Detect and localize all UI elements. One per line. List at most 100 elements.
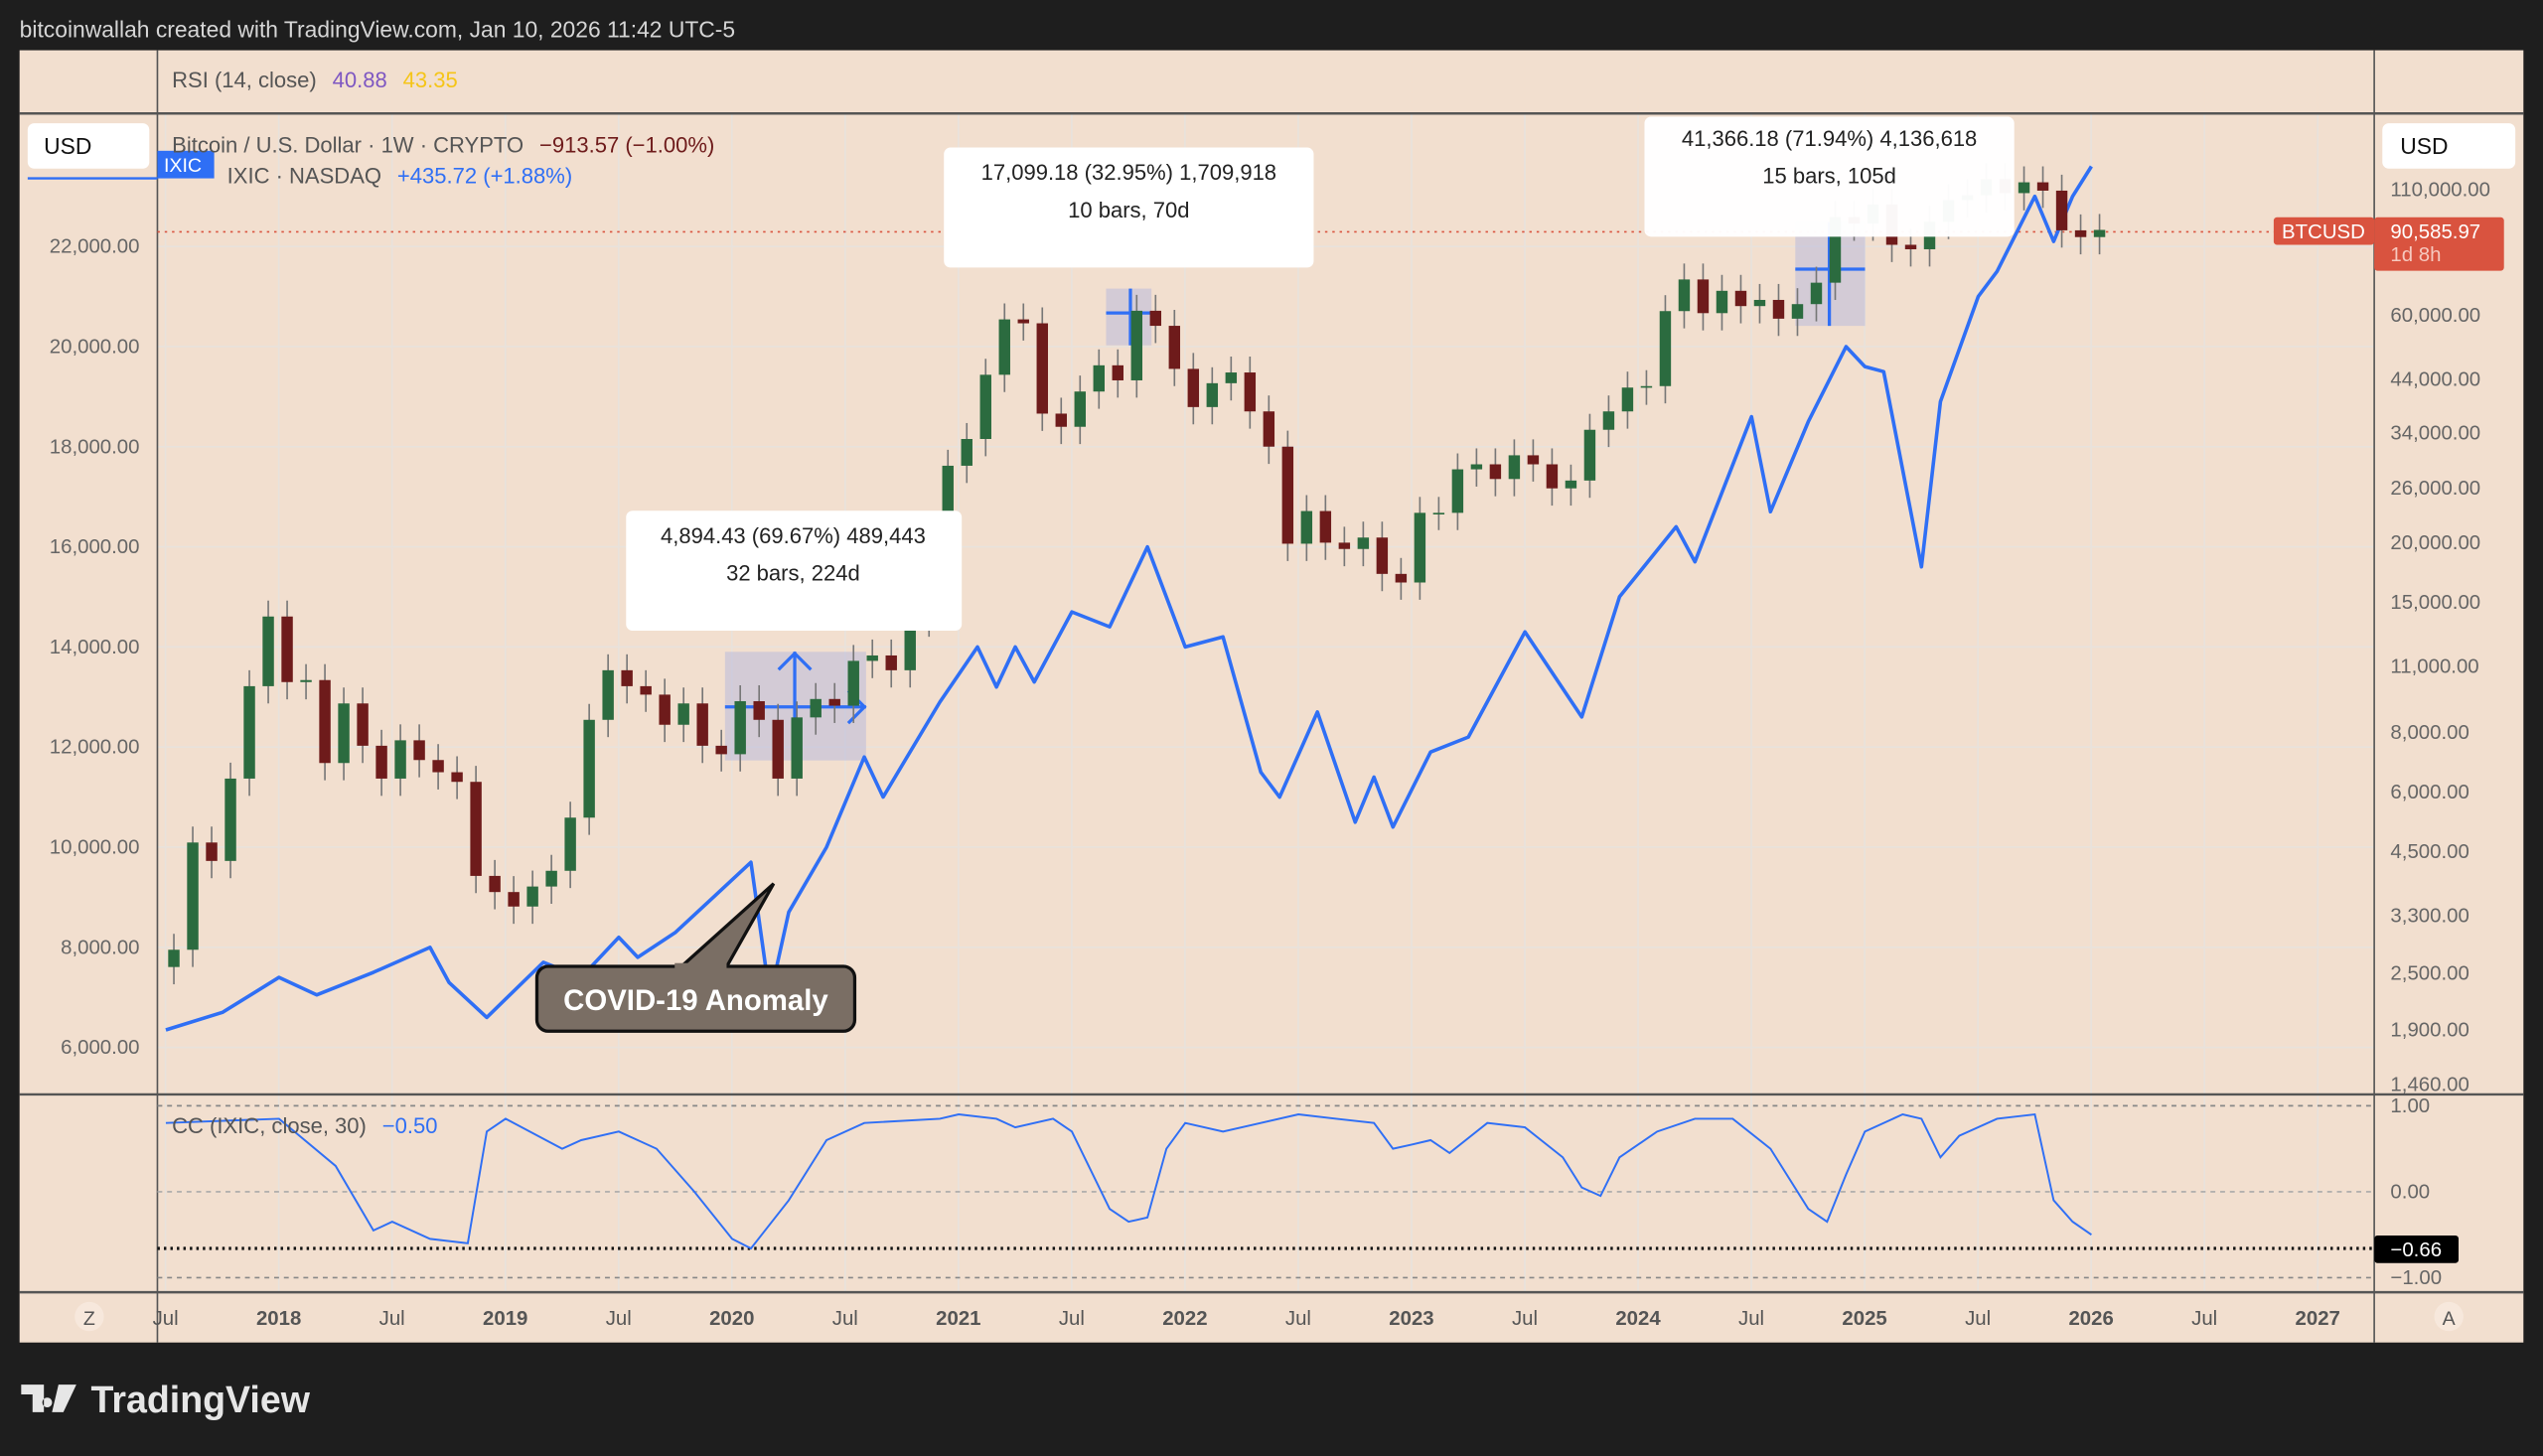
btc-candle [696,687,708,764]
btc-candle [168,934,180,985]
ixic-series [165,165,2093,1032]
btc-candle [961,422,972,484]
left-price-axis[interactable]: 6,000.00 8,000.00 10,000.00 12,000.00 14,000… [50,236,140,1059]
btc-candle [1055,397,1067,445]
btc-candle [224,762,236,879]
svg-text:BTCUSD: BTCUSD [2282,221,2365,243]
x-tick-label: Jul [606,1308,632,1330]
btc-candle [847,645,859,723]
measure-tool-2[interactable] [1106,288,1152,346]
reset-zoom-button[interactable] [75,1301,104,1332]
right-tick-label: 6,000.00 [2390,782,2468,803]
ixic-legend[interactable]: IXIC · NASDAQ +435.72 (+1.88%) [227,163,573,188]
btc-candle [828,682,840,723]
btc-candle [772,703,784,797]
btc-candle [1602,395,1615,448]
x-tick-label: Jul [1285,1308,1311,1330]
btc-candle [470,766,482,894]
btc-candle [1565,464,1577,507]
btc-candle [1395,557,1408,600]
x-tick-label: 2021 [936,1308,980,1330]
btc-candle [451,756,463,800]
btc-candle [1508,439,1521,497]
tradingview-logo[interactable]: TradingView [21,1379,311,1420]
btc-candle [1583,413,1596,499]
right-tick-label: 60,000.00 [2390,305,2480,327]
btc-candle [262,600,274,704]
tradingview-logo-icon [21,1384,76,1412]
svg-text:TradingView: TradingView [91,1379,311,1420]
btc-candle [1112,349,1124,398]
btc-candle [1659,295,1672,404]
right-tick-label: 20,000.00 [2390,532,2480,554]
left-tick-label: 12,000.00 [50,737,140,759]
btc-candle [1432,497,1445,530]
time-axis[interactable]: Jul 2018 Jul 2019 Jul 2020 Jul 2021 Jul 2022 Jul 20… [153,1308,2340,1330]
btc-candle [734,684,746,772]
right-tick-label: 44,000.00 [2390,369,2480,391]
btc-candle [1697,263,1710,331]
btc-candle [998,303,1010,392]
x-tick-label: 2022 [1162,1308,1207,1330]
btc-candle [1130,294,1143,398]
left-tick-label: 20,000.00 [50,336,140,358]
measure-label-1: 4,894.43 (69.67%) 489,443 32 bars, 224d [626,510,963,632]
ixic-tag-label: IXIC [164,155,202,177]
covid-callout[interactable]: COVID-19 Anomaly [534,882,857,1033]
btc-candle [1734,274,1747,324]
btc-candle [1093,349,1106,409]
cc-panel: 1.00 0.00 −1.00 −0.66 CC (IXIC, close, 3… [157,1095,2460,1289]
btc-candle [621,654,633,704]
auto-scale-button[interactable] [2434,1301,2464,1332]
btc-candle [1338,526,1351,567]
currency-button-right[interactable] [2382,123,2516,169]
x-tick-label: 2024 [1615,1308,1661,1330]
right-tick-label: 11,000.00 [2390,656,2478,678]
rsi-legend: RSI (14, close) 40.88 43.35 [172,68,458,92]
btc-candle [677,687,689,743]
btc-candle [1414,497,1426,600]
btc-candle [1451,453,1464,530]
measure-tool-1[interactable] [724,651,867,761]
btc-candle [791,701,803,797]
btc-candle [1281,430,1294,561]
x-tick-label: 2020 [709,1308,754,1330]
btc-candle [1527,439,1540,482]
left-tick-label: 14,000.00 [50,637,140,658]
x-tick-label: 2018 [256,1308,301,1330]
svg-text:A: A [2443,1308,2457,1330]
btc-candle [1716,274,1728,331]
left-tick-label: 18,000.00 [50,436,140,458]
svg-text:41,366.18 (71.94%) 4,136,618: 41,366.18 (71.94%) 4,136,618 [1682,126,1977,151]
svg-text:10 bars, 70d: 10 bars, 70d [1068,198,1189,222]
right-tick-label: 15,000.00 [2390,592,2480,614]
btc-candle [1225,356,1238,401]
btc-candle [1376,521,1389,592]
left-tick-label: 10,000.00 [50,837,140,859]
btc-candle [1546,448,1559,507]
btc-candle [659,678,671,743]
right-price-axis[interactable]: 1,460.00 1,900.00 2,500.00 3,300.00 4,500.00… [2390,180,2490,1096]
right-tick-label: 26,000.00 [2390,478,2480,500]
ixic-tag [157,150,215,179]
btc-candle [866,639,878,678]
btc-candle [281,600,293,700]
ixic-line [165,165,2093,1032]
btc-candle [1168,310,1181,386]
currency-button-left[interactable] [27,123,150,169]
measure-label-3: 41,366.18 (71.94%) 4,136,618 15 bars, 10… [1644,116,2015,237]
btc-legend[interactable]: Bitcoin / U.S. Dollar · 1W · CRYPTO −913… [172,132,714,157]
btc-candle [753,684,765,738]
right-tick-label: 1,460.00 [2390,1075,2468,1096]
btc-candle [602,654,614,738]
btc-candle [2093,214,2106,255]
btc-candle [545,854,557,904]
btc-candle [810,682,822,735]
btc-candle [1489,448,1502,497]
btc-candle [1357,521,1370,567]
btc-candle [2018,166,2030,211]
btc-candle [1017,303,1029,341]
header-credit: bitcoinwallah created with TradingView.c… [20,17,735,43]
x-tick-label: 2019 [483,1308,527,1330]
